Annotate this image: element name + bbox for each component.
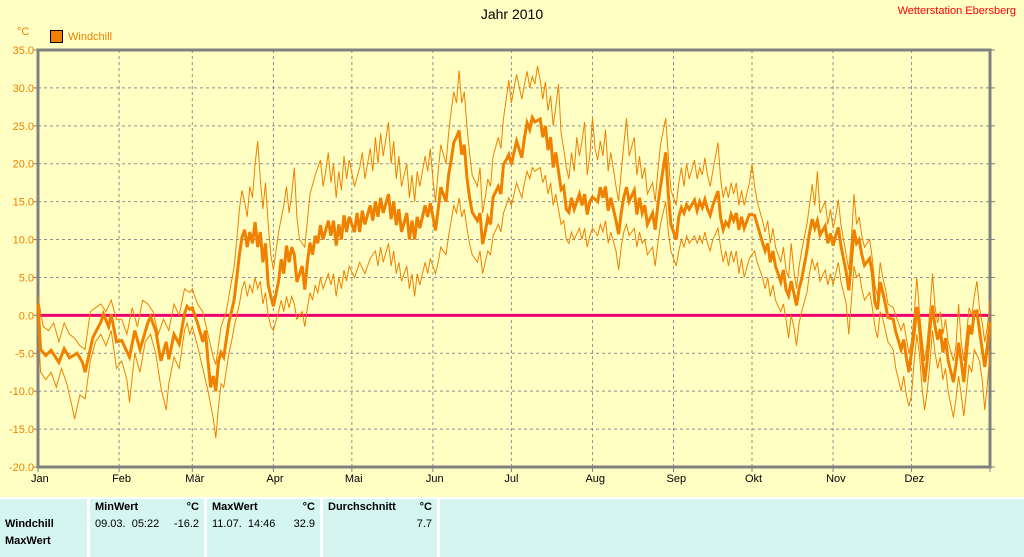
x-axis-label: Mai (345, 473, 363, 485)
station-name: Wetterstation Ebersberg (897, 5, 1016, 17)
y-axis-label: -5.0 (15, 348, 34, 360)
table-cell-durchschnitt: 7.7 (323, 516, 437, 533)
y-axis-unit-label: °C (17, 26, 30, 38)
x-axis-label: Apr (266, 473, 283, 485)
x-axis-label: Jul (504, 473, 518, 485)
table-col-durchschnitt: Durchschnitt °C 7.7 (323, 499, 437, 557)
x-axis-label: Aug (585, 473, 605, 485)
durchschnitt-unit: °C (419, 501, 432, 513)
table-cell-minwert: 09.03. 05:22 -16.2 (90, 516, 204, 533)
plot-frame (36, 48, 992, 469)
table-header-minwert: MinWert °C (90, 499, 204, 516)
maxwert-value: 32.9 (293, 518, 315, 530)
series-windchill-min (37, 166, 991, 439)
durchschnitt-value: 7.7 (416, 518, 432, 530)
x-axis-label: Jan (31, 473, 49, 485)
y-axis-label: -10.0 (9, 386, 34, 398)
x-axis-label: Okt (745, 473, 762, 485)
windchill-legend-swatch (50, 30, 63, 43)
y-axis-label: 10.0 (13, 235, 34, 247)
legend-label: Windchill (68, 30, 113, 43)
table-cell-empty (0, 499, 87, 516)
table-cell-empty (323, 533, 437, 550)
y-axis-label: 30.0 (13, 83, 34, 95)
y-axis-label: 0.0 (19, 310, 34, 322)
x-axis-label: Nov (826, 473, 846, 485)
x-axis-label: Feb (112, 473, 131, 485)
table-col-maxwert: MaxWert °C 11.07. 14:46 32.9 (207, 499, 320, 557)
table-cell-param-name: Windchill (5, 518, 54, 530)
x-axis-label: Jun (426, 473, 444, 485)
legend: Windchill (50, 30, 112, 43)
y-axis-label: 25.0 (13, 121, 34, 133)
minwert-datetime: 09.03. 05:22 (95, 518, 160, 530)
y-axis-label: 15.0 (13, 197, 34, 209)
table-header-maxwert: MaxWert °C (207, 499, 320, 516)
y-axis-label: 5.0 (19, 272, 34, 284)
table-cell-maxwert: 11.07. 14:46 32.9 (207, 516, 320, 533)
table-cell-empty (207, 533, 320, 550)
x-axis-label: Mär (185, 473, 204, 485)
windchill-chart: -20.0 -15.0 -10.0 -5.0 0.0 5.0 10.0 15.0 20.0 25.… (9, 45, 995, 485)
maxwert-datetime: 11.07. 14:46 (212, 518, 276, 530)
y-axis-label: 35.0 (13, 45, 34, 57)
y-axis-label: -20.0 (9, 462, 34, 474)
table-header-durchschnitt: Durchschnitt °C (323, 499, 437, 516)
y-axis-label: 20.0 (13, 159, 34, 171)
table-cell-empty (90, 533, 204, 550)
minwert-value: -16.2 (173, 518, 199, 530)
x-axis-label: Sep (667, 473, 687, 485)
minwert-unit: °C (186, 501, 199, 513)
table-cell-next-row-partial: MaxWert (5, 535, 51, 547)
table-col-parameter: Windchill MaxWert (0, 499, 87, 557)
y-axis-label: -15.0 (9, 424, 34, 436)
series-windchill-max (37, 65, 991, 365)
table-col-minwert: MinWert °C 09.03. 05:22 -16.2 (90, 499, 204, 557)
x-axis-label: Dez (905, 473, 925, 485)
series-windchill-avg (36, 113, 992, 392)
table-col-spare (440, 499, 1024, 557)
maxwert-unit: °C (302, 501, 315, 513)
summary-table: Windchill MaxWert MinWert °C 09.03. 05:22… (0, 497, 1024, 557)
page-title: Jahr 2010 (480, 6, 544, 22)
